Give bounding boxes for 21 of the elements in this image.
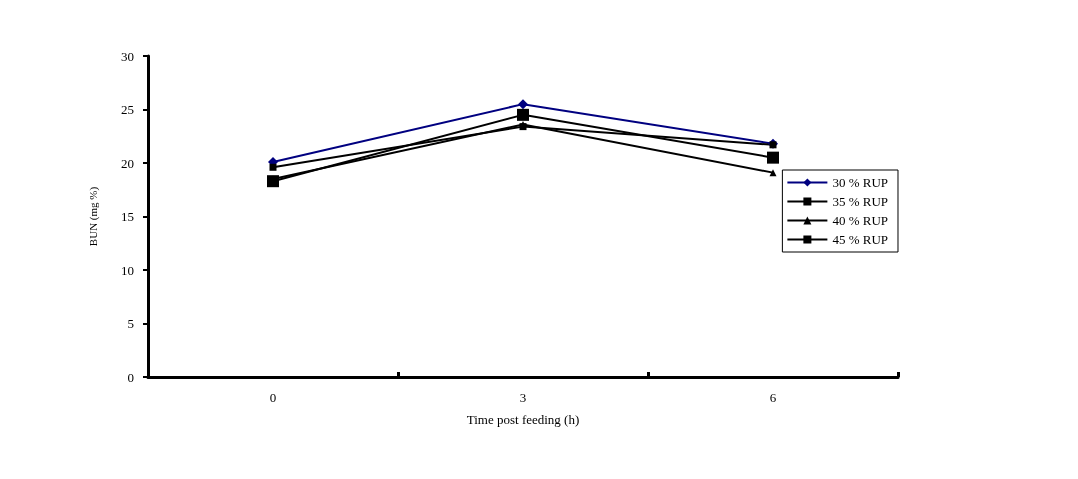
y-tick-label: 25	[121, 102, 134, 117]
point	[767, 151, 779, 164]
y-tick-label: 10	[121, 262, 134, 278]
legend-label: 30 % RUP	[832, 175, 889, 190]
y-tick-label: 30	[121, 48, 134, 64]
y-tick-label: 5	[127, 316, 134, 331]
point	[269, 163, 277, 171]
y-tick-label: 20	[121, 155, 134, 171]
point	[517, 108, 529, 121]
y-tick-label: 0	[127, 369, 134, 385]
legend-label: 45 % RUP	[832, 232, 889, 247]
legend-label: 40 % RUP	[832, 213, 889, 228]
x-tick-label: 0	[269, 390, 277, 405]
y-axis-title: BUN (mg %)	[86, 186, 100, 247]
x-axis-title: Time post feeding (h)	[466, 412, 580, 427]
point	[518, 99, 528, 110]
point	[267, 175, 279, 188]
y-tick-label: 15	[121, 209, 134, 224]
x-tick-label: 3	[519, 390, 527, 405]
legend-label: 35 % RUP	[832, 194, 889, 209]
x-tick-label: 6	[769, 390, 777, 405]
